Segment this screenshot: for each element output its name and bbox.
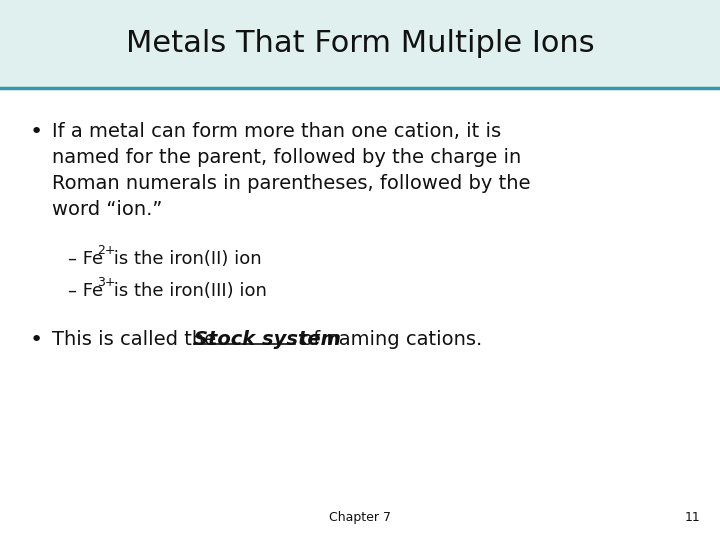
Text: Metals That Form Multiple Ions: Metals That Form Multiple Ions bbox=[126, 30, 594, 58]
Text: 11: 11 bbox=[684, 511, 700, 524]
Text: 2+: 2+ bbox=[96, 244, 115, 257]
Text: – Fe: – Fe bbox=[68, 282, 103, 300]
Text: – Fe: – Fe bbox=[68, 250, 103, 268]
Text: •: • bbox=[30, 330, 43, 350]
Text: named for the parent, followed by the charge in: named for the parent, followed by the ch… bbox=[52, 148, 521, 167]
Text: word “ion.”: word “ion.” bbox=[52, 200, 163, 219]
Text: Stock system: Stock system bbox=[194, 330, 341, 349]
Text: is the iron(III) ion: is the iron(III) ion bbox=[109, 282, 267, 300]
Text: 3+: 3+ bbox=[96, 276, 115, 289]
Text: •: • bbox=[30, 122, 43, 142]
Text: This is called the: This is called the bbox=[52, 330, 222, 349]
Text: Chapter 7: Chapter 7 bbox=[329, 511, 391, 524]
Bar bbox=[0, 0, 720, 88]
Text: is the iron(II) ion: is the iron(II) ion bbox=[109, 250, 262, 268]
Text: Roman numerals in parentheses, followed by the: Roman numerals in parentheses, followed … bbox=[52, 174, 531, 193]
Text: If a metal can form more than one cation, it is: If a metal can form more than one cation… bbox=[52, 122, 501, 141]
Text: of naming cations.: of naming cations. bbox=[295, 330, 482, 349]
